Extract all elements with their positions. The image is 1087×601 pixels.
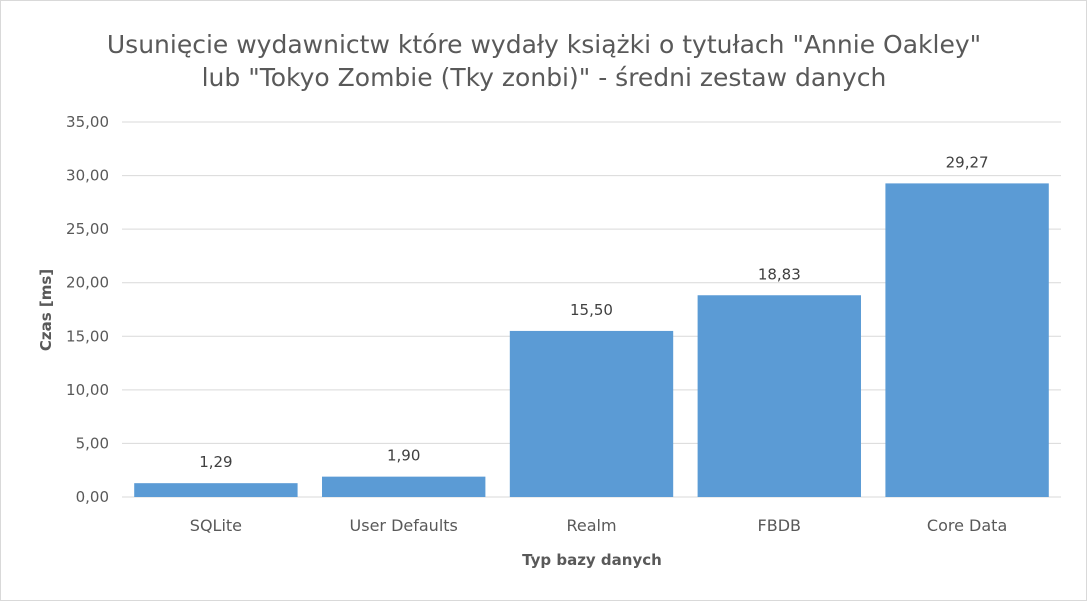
x-tick-label: Realm: [566, 516, 616, 535]
chart-title-line-1: Usunięcie wydawnictw które wydały książk…: [107, 30, 981, 59]
bar: [697, 295, 861, 497]
bars: [134, 183, 1049, 497]
chart-title-line-2: lub "Tokyo Zombie (Tky zonbi)" - średni …: [202, 63, 887, 92]
y-tick-label: 0,00: [76, 488, 109, 506]
y-axis-title: Czas [ms]: [37, 269, 55, 351]
y-tick-label: 25,00: [66, 220, 109, 238]
x-tick-label: FBDB: [758, 516, 801, 535]
x-tick-label: User Defaults: [350, 516, 458, 535]
bar: [322, 476, 486, 497]
bar: [509, 330, 674, 497]
x-axis-tick-labels: SQLite User Defaults Realm FBDB Core Data: [190, 516, 1007, 535]
bar: [134, 483, 298, 497]
data-label: 1,90: [387, 447, 420, 465]
data-label: 18,83: [758, 265, 801, 283]
data-label: 15,50: [570, 301, 613, 319]
data-label: 29,27: [946, 153, 989, 171]
y-axis-tick-labels: 0,00 5,00 10,00 15,00 20,00 25,00 30,00 35,00: [66, 113, 109, 506]
bar: [885, 183, 1049, 497]
y-tick-label: 30,00: [66, 167, 109, 185]
x-tick-label: SQLite: [190, 516, 242, 535]
y-tick-label: 10,00: [66, 381, 109, 399]
chart-title: Usunięcie wydawnictw które wydały książk…: [107, 30, 981, 92]
y-tick-label: 5,00: [76, 434, 109, 452]
y-tick-label: 15,00: [66, 327, 109, 345]
x-axis-title: Typ bazy danych: [522, 551, 662, 569]
y-tick-label: 20,00: [66, 274, 109, 292]
x-tick-label: Core Data: [927, 516, 1007, 535]
data-label: 1,29: [199, 453, 232, 471]
y-tick-label: 35,00: [66, 113, 109, 131]
data-labels: 1,29 1,90 15,50 18,83 29,27: [199, 153, 988, 471]
